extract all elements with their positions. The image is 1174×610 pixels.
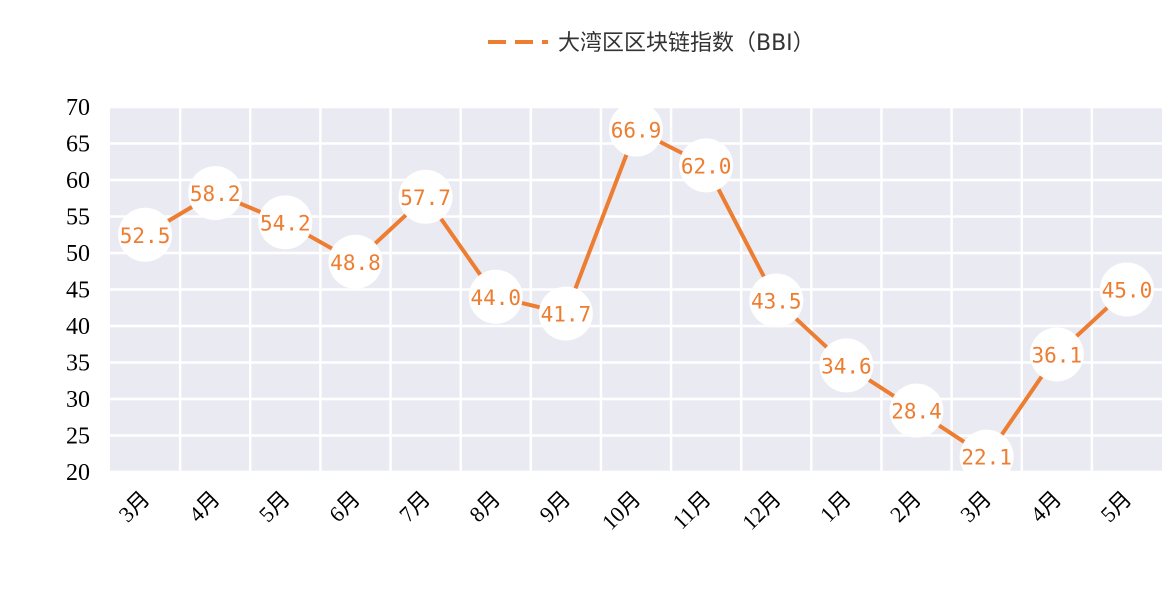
y-tick-label: 65 [66,132,90,158]
y-tick-label: 25 [66,424,90,450]
data-label: 54.2 [260,211,311,235]
data-label: 62.0 [681,154,732,178]
x-tick-label: 3月 [114,486,155,527]
legend: 大湾区区块链指数（BBI） [488,31,815,56]
y-tick-label: 55 [66,205,90,231]
x-tick-label: 4月 [184,486,225,527]
data-point-marker [819,338,874,393]
data-label: 66.9 [611,119,662,143]
x-tick-label: 10月 [597,486,646,535]
data-label: 28.4 [891,400,942,424]
data-label: 44.0 [470,286,521,310]
x-tick-label: 6月 [324,486,365,527]
x-tick-label: 8月 [464,486,505,527]
data-label: 58.2 [190,182,241,206]
data-label: 43.5 [751,289,802,313]
data-label: 34.6 [821,354,872,378]
x-tick-label: 7月 [394,486,435,527]
data-point-marker [889,383,944,438]
y-tick-label: 70 [66,95,90,121]
y-tick-label: 40 [66,314,90,340]
data-point-marker [959,429,1014,484]
x-tick-label: 1月 [815,486,856,527]
y-tick-label: 60 [66,168,90,194]
data-point-marker [328,234,383,289]
data-label: 41.7 [541,303,592,327]
data-label: 52.5 [120,224,171,248]
y-tick-label: 20 [66,460,90,486]
x-tick-label: 12月 [737,486,786,535]
y-axis: 20 25 30 35 40 45 50 55 60 65 70 [66,95,90,486]
x-tick-label: 3月 [955,486,996,527]
x-tick-label: 9月 [534,486,575,527]
data-point-marker [538,286,593,341]
legend-label: 大湾区区块链指数（BBI） [558,31,815,56]
data-point-marker [1029,327,1084,382]
x-tick-label: 5月 [1095,486,1136,527]
data-point-marker [609,102,663,157]
data-point-marker [258,195,313,250]
series-bbi: 52.5 58.2 54.2 48.8 57.7 44.0 41.7 66.9 62.0 43.5… [118,102,1154,484]
data-point-marker [468,269,523,324]
data-label: 45.0 [1102,279,1153,303]
data-label: 22.1 [961,446,1012,470]
data-point-marker [1099,262,1154,317]
x-tick-label: 11月 [667,486,715,534]
data-label: 36.1 [1032,343,1083,367]
data-point-marker [398,169,453,224]
data-label: 57.7 [400,186,451,210]
y-tick-label: 35 [66,351,90,377]
data-point-marker [749,273,804,328]
x-axis: 3月 4月 5月 6月 7月 8月 9月 10月 11月 12月 1月 2月 3月 4月 5月 [114,486,1137,535]
x-tick-label: 5月 [254,486,295,527]
data-point-marker [188,166,243,221]
data-point-marker [679,138,734,193]
data-point-marker [118,207,173,262]
data-label: 48.8 [330,251,381,275]
x-tick-label: 4月 [1025,486,1066,527]
y-tick-label: 50 [66,241,90,267]
y-tick-label: 45 [66,278,90,304]
x-tick-label: 2月 [885,486,926,527]
y-tick-label: 30 [66,387,90,413]
